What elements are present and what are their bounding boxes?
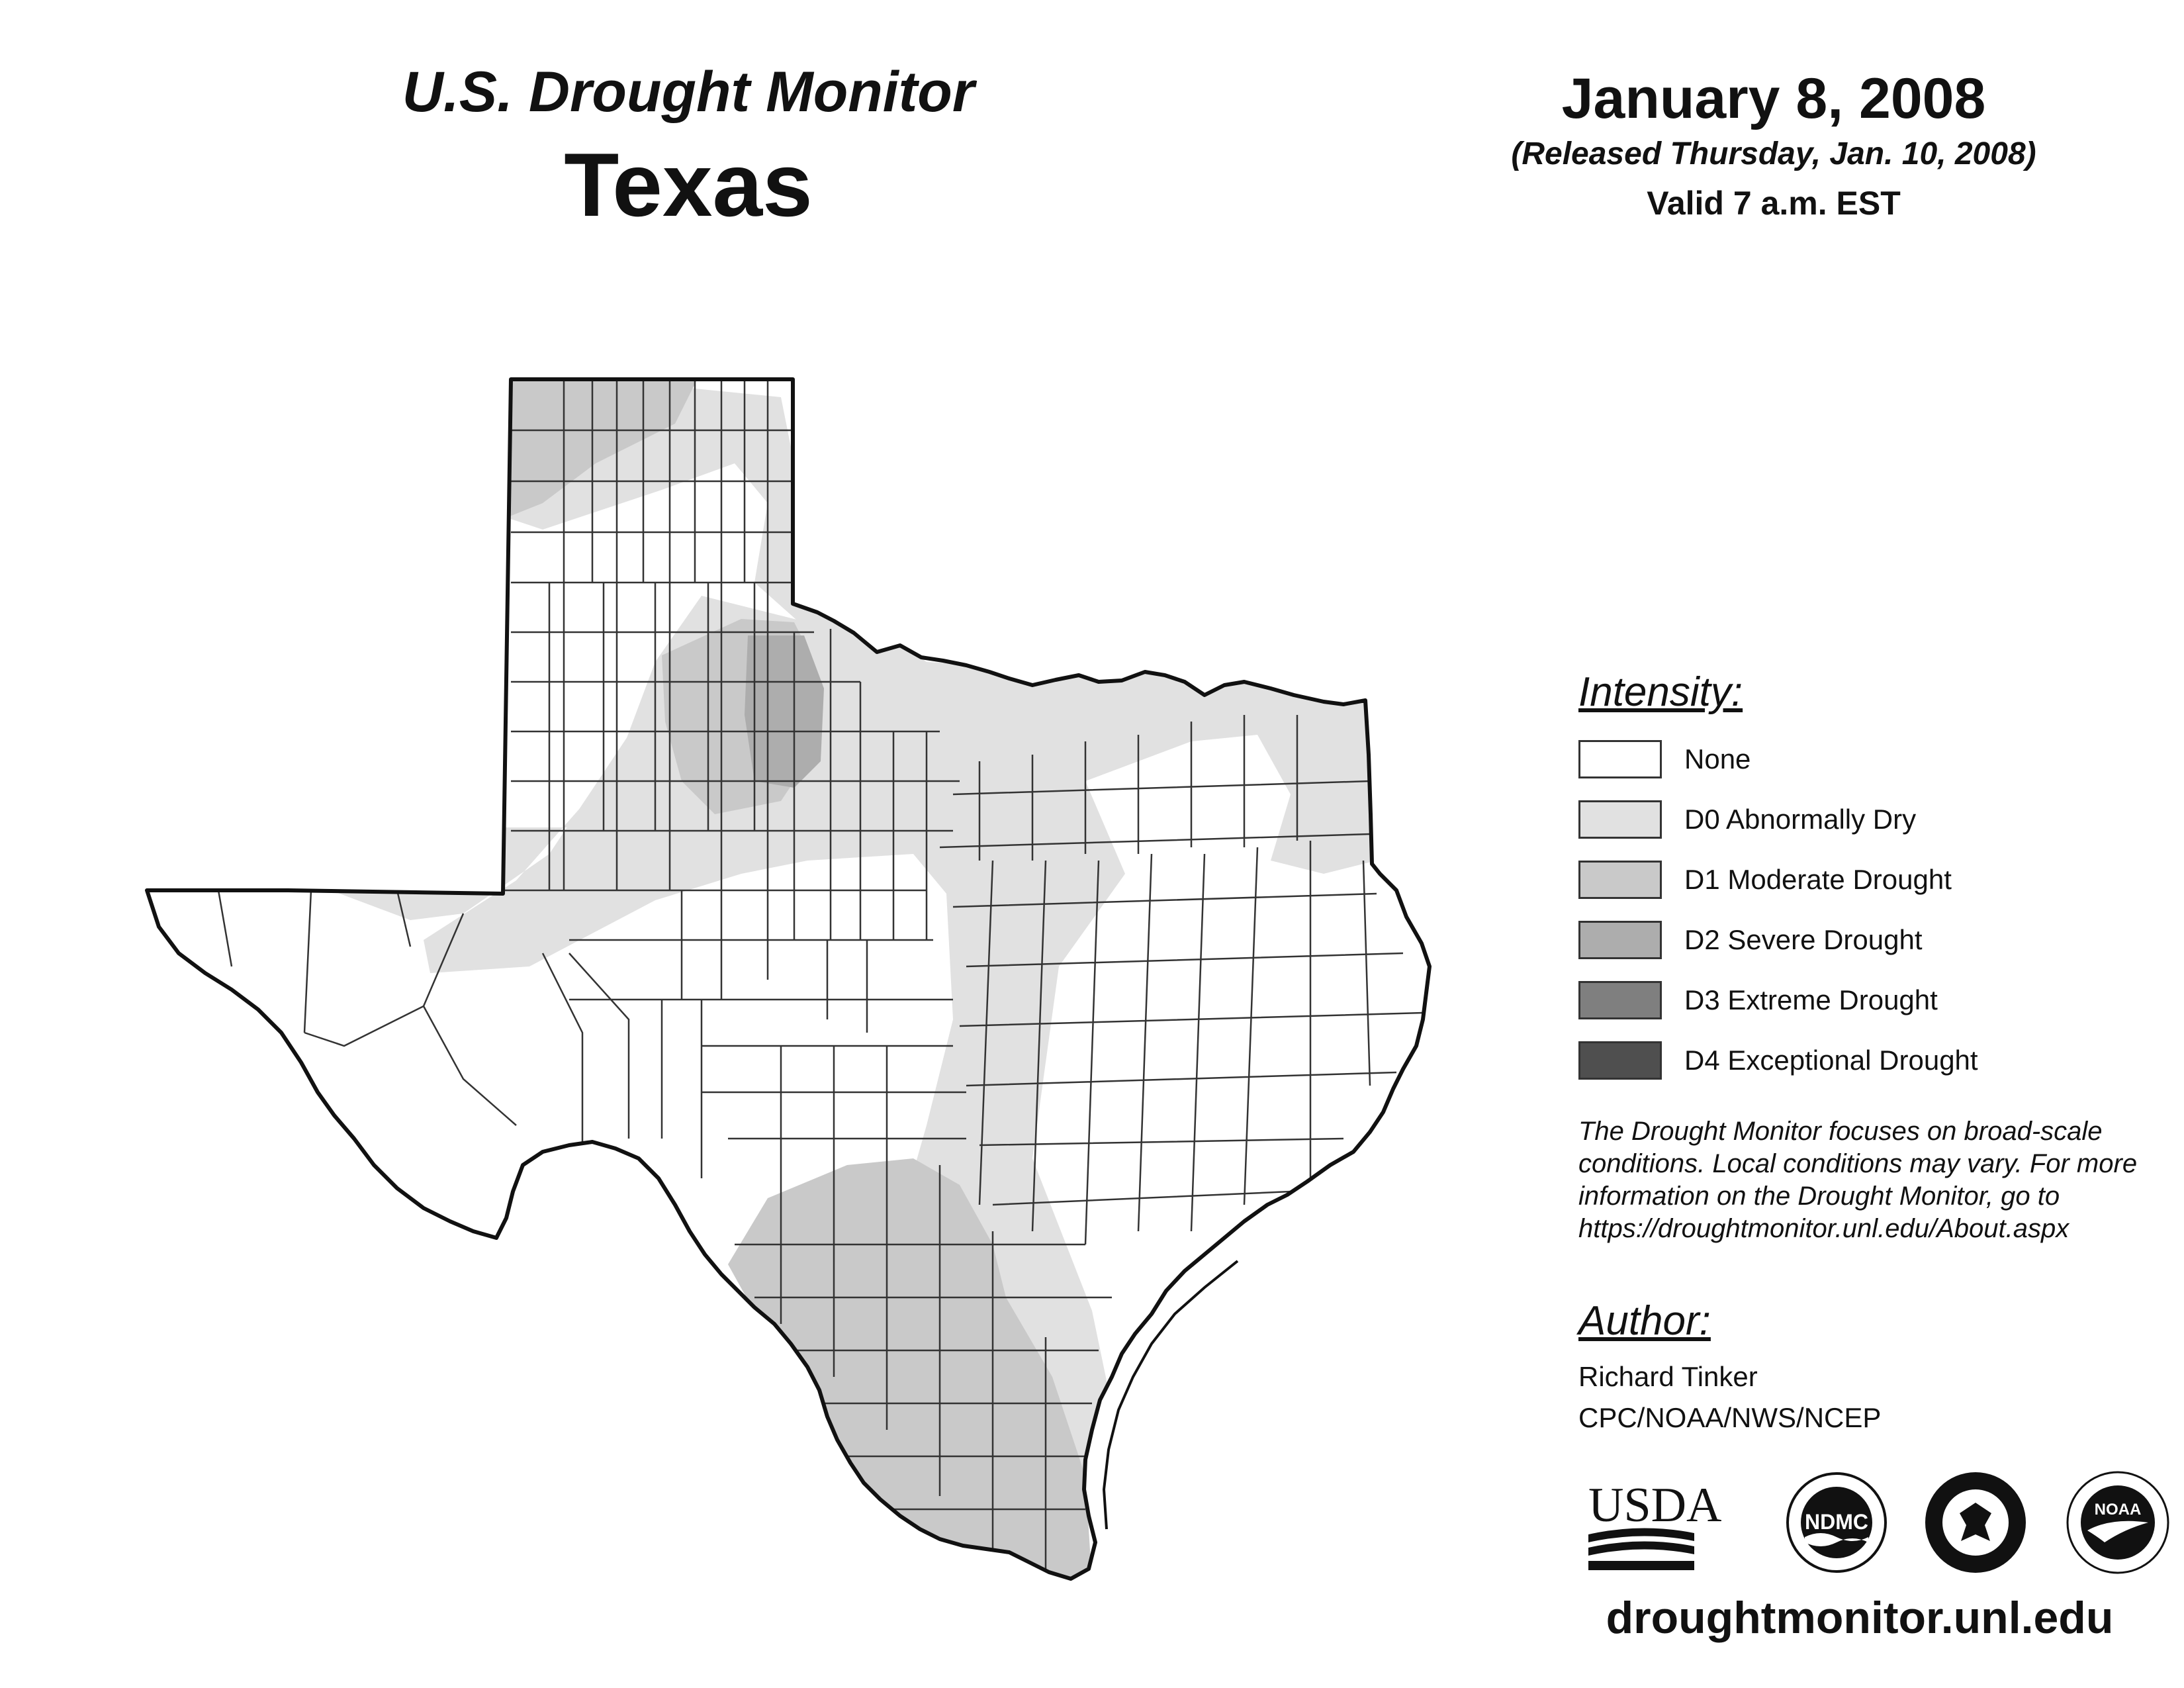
legend-label: D0 Abnormally Dry bbox=[1684, 803, 1917, 835]
legend-label: D3 Extreme Drought bbox=[1684, 984, 1938, 1015]
date-block: January 8, 2008 (Released Thursday, Jan.… bbox=[1443, 66, 2105, 222]
state-title: Texas bbox=[564, 134, 813, 235]
legend-item-d1: D1 Moderate Drought bbox=[1578, 849, 2161, 910]
texas-state-outline bbox=[145, 377, 1432, 1581]
county-lines-south bbox=[735, 1165, 1112, 1575]
title-block: U.S. Drought Monitor Texas bbox=[371, 60, 1006, 236]
noaa-logo-bird bbox=[2087, 1521, 2148, 1542]
county-lines-panhandle bbox=[503, 379, 960, 940]
valid-time: Valid 7 a.m. EST bbox=[1647, 185, 1901, 222]
texas-drought-map bbox=[145, 377, 1432, 1581]
commerce-logo-eagle bbox=[1960, 1503, 1991, 1541]
legend-item-none: None bbox=[1578, 729, 2161, 789]
noaa-logo: NOAA bbox=[2066, 1471, 2169, 1574]
barrier-island-coast bbox=[1102, 1260, 1239, 1530]
website-url: droughtmonitor.unl.edu bbox=[1606, 1593, 2114, 1643]
disclaimer-note: The Drought Monitor focuses on broad-sca… bbox=[1578, 1117, 2138, 1243]
release-date: (Released Thursday, Jan. 10, 2008) bbox=[1511, 136, 2036, 171]
legend-item-d3: D3 Extreme Drought bbox=[1578, 970, 2161, 1030]
legend-swatch-d1 bbox=[1578, 860, 1662, 899]
county-lines-central bbox=[569, 715, 1424, 1245]
legend-swatch-d3 bbox=[1578, 980, 1662, 1019]
legend-label: None bbox=[1684, 743, 1751, 774]
legend-item-d0: D0 Abnormally Dry bbox=[1578, 789, 2161, 849]
ndmc-logo: NDMC bbox=[1786, 1472, 1887, 1573]
commerce-logo bbox=[1925, 1472, 2026, 1573]
legend-swatch-d2 bbox=[1578, 920, 1662, 959]
author-name: Richard Tinker bbox=[1578, 1361, 1758, 1392]
ndmc-logo-text: NDMC bbox=[1805, 1510, 1868, 1534]
legend-label: D4 Exceptional Drought bbox=[1684, 1044, 1978, 1076]
legend-item-d4: D4 Exceptional Drought bbox=[1578, 1030, 2161, 1090]
author-org: CPC/NOAA/NWS/NCEP bbox=[1578, 1402, 1882, 1433]
monitor-title: U.S. Drought Monitor bbox=[402, 60, 975, 124]
agency-logos: USDA NDMC NOAA bbox=[1588, 1471, 2169, 1574]
legend-label: D1 Moderate Drought bbox=[1684, 863, 1952, 895]
map-date: January 8, 2008 bbox=[1561, 67, 1986, 130]
noaa-logo-text: NOAA bbox=[2095, 1501, 2142, 1519]
county-grid bbox=[217, 379, 1424, 1575]
d1-moderate-drought-nw-panhandle bbox=[510, 379, 702, 516]
legend-swatch-none bbox=[1578, 739, 1662, 778]
usda-logo-swoosh bbox=[1588, 1528, 1694, 1570]
legend-swatch-d0 bbox=[1578, 800, 1662, 839]
drought-shading bbox=[147, 379, 1383, 1579]
legend-swatch-d4 bbox=[1578, 1041, 1662, 1080]
author-block: Author: Richard Tinker CPC/NOAA/NWS/NCEP bbox=[1578, 1297, 2161, 1438]
ndmc-logo-waves bbox=[1805, 1533, 1868, 1546]
author-title: Author: bbox=[1578, 1298, 1711, 1344]
legend-label: D2 Severe Drought bbox=[1684, 923, 1923, 955]
usda-logo: USDA bbox=[1588, 1478, 1721, 1570]
intensity-legend: Intensity: None D0 Abnormally Dry D1 Mod… bbox=[1578, 669, 2161, 1090]
legend-item-d2: D2 Severe Drought bbox=[1578, 910, 2161, 970]
legend-title: Intensity: bbox=[1578, 669, 1743, 715]
d1-moderate-drought-south-texas bbox=[728, 1158, 1092, 1579]
d2-severe-drought-panhandle bbox=[745, 635, 824, 788]
county-lines-west bbox=[217, 890, 663, 1152]
usda-logo-text: USDA bbox=[1588, 1478, 1721, 1532]
